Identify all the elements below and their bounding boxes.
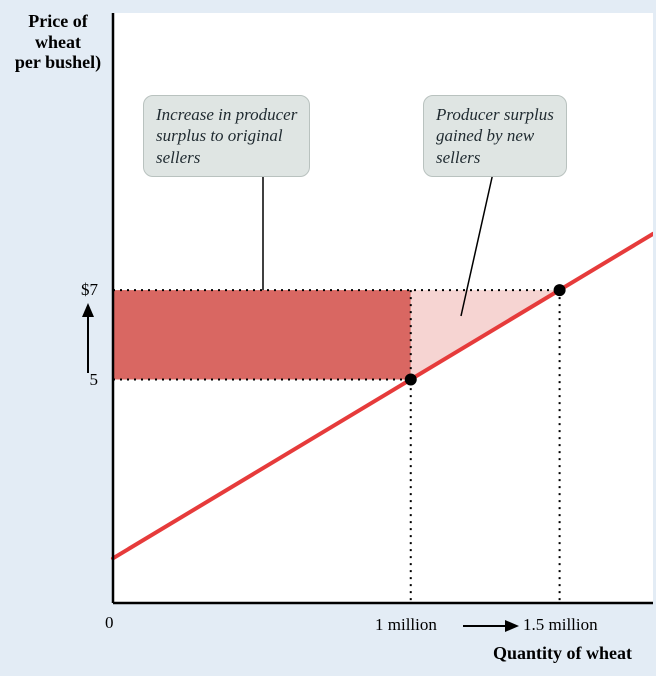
x-tick-15m: 1.5 million [523, 615, 598, 635]
x-tick-0: 0 [105, 613, 114, 633]
dot-q15-p7 [554, 284, 566, 296]
callout-new: Producer surplus gained by new sellers [423, 95, 567, 177]
callout-original: Increase in producer surplus to original… [143, 95, 310, 177]
x-axis-title: Quantity of wheat [493, 643, 632, 664]
x-tick-1m: 1 million [375, 615, 437, 635]
y-tick-7: $7 [81, 280, 98, 300]
x-arrow [463, 620, 519, 632]
chart-container: { "axes": { "y_title": "Price of\nwheat\… [3, 3, 653, 673]
y-tick-5: 5 [90, 370, 99, 390]
dot-q1-p5 [405, 374, 417, 386]
y-arrow [82, 303, 94, 373]
region-original-sellers [113, 290, 411, 379]
